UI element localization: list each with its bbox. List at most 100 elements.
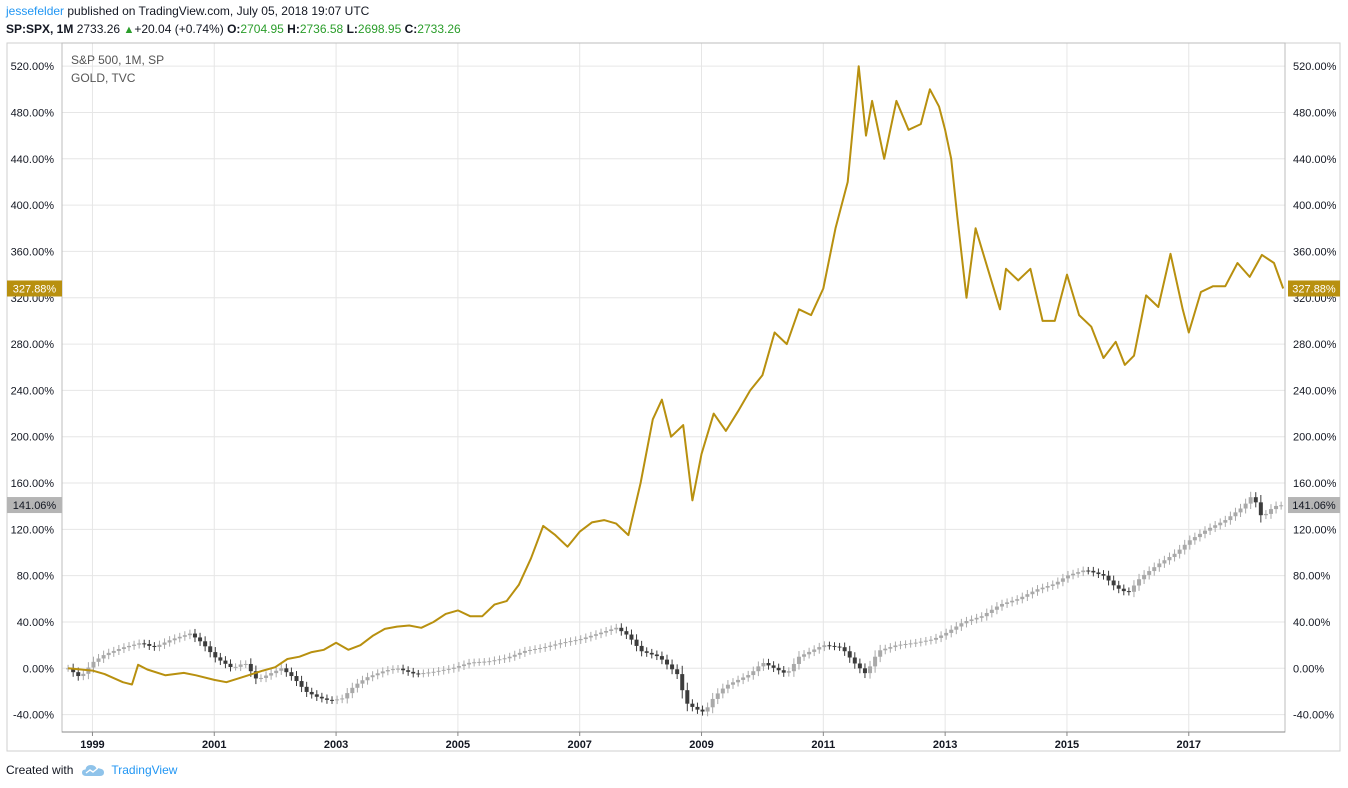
last-price: 2733.26 bbox=[76, 22, 121, 36]
spx-candle bbox=[111, 650, 116, 653]
y-tick-label-left: 440.00% bbox=[11, 154, 55, 166]
spx-candle bbox=[340, 698, 345, 700]
legend-spx: S&P 500, 1M, SP bbox=[71, 53, 164, 67]
y-tick-label-left: 280.00% bbox=[11, 339, 55, 351]
spx-last-right-label: 141.06% bbox=[1292, 500, 1336, 512]
gold-last-left-bg bbox=[7, 280, 62, 297]
spx-candle bbox=[1157, 563, 1162, 568]
spx-candle bbox=[1167, 557, 1172, 561]
gold-last-right-bg bbox=[1288, 280, 1340, 297]
spx-candle bbox=[258, 677, 263, 679]
x-tick-label: 2009 bbox=[689, 739, 713, 751]
high-value: 2736.58 bbox=[299, 22, 344, 36]
spx-candle bbox=[720, 688, 725, 694]
spx-last-right-bg bbox=[1288, 497, 1340, 514]
spx-candle bbox=[1187, 540, 1192, 545]
spx-candle bbox=[218, 657, 223, 661]
spx-candle bbox=[522, 650, 527, 653]
spx-candle bbox=[1233, 512, 1238, 517]
spx-candle bbox=[121, 647, 126, 650]
spx-candle bbox=[878, 650, 883, 657]
spx-candle bbox=[543, 646, 548, 649]
spx-candle bbox=[1279, 505, 1284, 507]
up-triangle-icon: ▲ bbox=[123, 24, 135, 36]
spx-candle bbox=[736, 679, 741, 683]
spx-candle bbox=[441, 669, 446, 671]
spx-candle bbox=[461, 664, 466, 667]
spx-candle bbox=[1121, 588, 1126, 592]
spx-candle bbox=[725, 684, 730, 689]
spx-candle bbox=[1137, 579, 1142, 586]
spx-candle bbox=[223, 660, 228, 664]
spx-candles bbox=[66, 491, 1284, 717]
spx-candle bbox=[1162, 560, 1167, 564]
spx-candle bbox=[152, 645, 157, 648]
spx-candle bbox=[81, 673, 86, 677]
spx-candle bbox=[1274, 505, 1279, 510]
y-tick-label-left: 160.00% bbox=[11, 478, 55, 490]
spx-candle bbox=[1116, 585, 1121, 589]
x-tick-label: 1999 bbox=[80, 739, 104, 751]
spx-candle bbox=[583, 637, 588, 640]
y-tick-label-left: 240.00% bbox=[11, 385, 55, 397]
spx-candle bbox=[771, 665, 776, 668]
spx-candle bbox=[1172, 553, 1177, 558]
spx-candle bbox=[812, 649, 817, 652]
spx-candle bbox=[984, 612, 989, 617]
spx-candle bbox=[1223, 520, 1228, 523]
spx-candle bbox=[76, 672, 81, 677]
spx-candle bbox=[1055, 581, 1060, 585]
spx-candle bbox=[1020, 596, 1025, 600]
spx-candle bbox=[198, 637, 203, 642]
author-link[interactable]: jessefelder bbox=[6, 4, 65, 18]
spx-candle bbox=[979, 616, 984, 618]
tradingview-link[interactable]: TradingView bbox=[111, 763, 178, 777]
spx-candle bbox=[238, 664, 243, 667]
y-tick-label-right: 440.00% bbox=[1293, 154, 1337, 166]
y-tick-label-right: 520.00% bbox=[1293, 61, 1337, 73]
spx-candle bbox=[670, 664, 675, 670]
x-tick-label: 2017 bbox=[1177, 739, 1201, 751]
spx-candle bbox=[715, 693, 720, 699]
x-tick-label: 2015 bbox=[1055, 739, 1079, 751]
plot-area bbox=[61, 42, 1286, 733]
spx-candle bbox=[1208, 527, 1213, 531]
spx-candle bbox=[492, 660, 497, 662]
spx-candle bbox=[142, 643, 147, 645]
spx-candle bbox=[1065, 575, 1070, 579]
spx-candle bbox=[380, 671, 385, 674]
spx-candle bbox=[1030, 591, 1035, 595]
y-tick-label-left: 520.00% bbox=[11, 61, 55, 73]
spx-candle bbox=[1213, 525, 1218, 528]
spx-candle bbox=[162, 642, 167, 645]
spx-candle bbox=[116, 649, 121, 651]
spx-candle bbox=[1182, 544, 1187, 550]
spx-candle bbox=[533, 649, 538, 651]
spx-candle bbox=[928, 639, 933, 641]
spx-candle bbox=[558, 643, 563, 645]
spx-candle bbox=[467, 662, 472, 665]
spx-candle bbox=[847, 651, 852, 658]
spx-candle bbox=[360, 680, 365, 684]
y-tick-label-right: 480.00% bbox=[1293, 107, 1337, 119]
spx-candle bbox=[456, 666, 461, 668]
spx-candle bbox=[1005, 602, 1010, 604]
spx-candle bbox=[568, 641, 573, 643]
spx-candle bbox=[517, 652, 522, 655]
spx-candle bbox=[1035, 589, 1040, 592]
spx-candle bbox=[289, 672, 294, 677]
spx-candle bbox=[482, 661, 487, 663]
spx-candle bbox=[822, 645, 827, 648]
spx-candle bbox=[264, 675, 269, 678]
y-tick-label-right: 0.00% bbox=[1293, 663, 1324, 675]
spx-candle bbox=[401, 668, 406, 671]
spx-candle bbox=[903, 643, 908, 645]
spx-candle bbox=[624, 631, 629, 635]
spx-candle bbox=[685, 690, 690, 704]
spx-candle bbox=[294, 676, 299, 682]
high-label: H: bbox=[287, 22, 300, 36]
spx-candle bbox=[213, 652, 218, 658]
spx-candle bbox=[1111, 580, 1116, 586]
spx-candle bbox=[974, 617, 979, 620]
